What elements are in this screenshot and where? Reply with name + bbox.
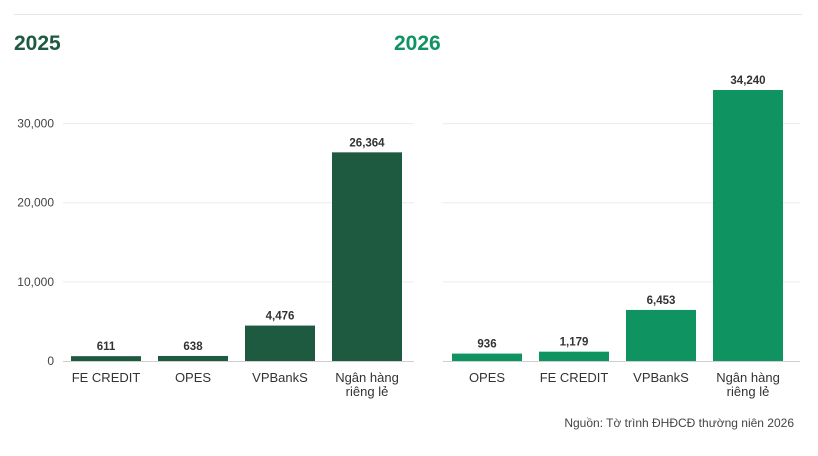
bar: [452, 353, 522, 361]
y-tick-label: 0: [47, 354, 54, 368]
x-tick-label: riêng lẻ: [727, 384, 770, 399]
x-tick-label: Ngân hàng: [335, 370, 399, 385]
data-label: 4,476: [266, 311, 295, 323]
bar: [713, 90, 783, 361]
source-note: Nguồn: Tờ trình ĐHĐCĐ thường niên 2026: [564, 416, 794, 430]
data-label: 26,364: [349, 137, 385, 149]
y-tick-label: 30,000: [17, 117, 54, 131]
bar: [539, 351, 609, 361]
bar: [245, 325, 315, 361]
bar: [71, 356, 141, 361]
chart-title-2026: 2026: [394, 32, 441, 55]
x-tick-label: riêng lẻ: [346, 384, 389, 399]
x-tick-label: OPES: [175, 370, 211, 385]
x-tick-label: FE CREDIT: [72, 370, 141, 385]
y-tick-label: 20,000: [17, 196, 54, 210]
data-label: 6,453: [647, 295, 676, 307]
data-label: 34,240: [730, 75, 765, 87]
data-label: 638: [183, 341, 203, 353]
y-tick-label: 10,000: [17, 275, 54, 289]
top-rule: [14, 14, 802, 15]
bar: [332, 152, 402, 361]
bar: [626, 309, 696, 361]
x-tick-label: FE CREDIT: [540, 370, 609, 385]
x-tick-label: Ngân hàng: [716, 370, 780, 385]
x-tick-label: VPBankS: [252, 370, 308, 385]
data-label: 936: [477, 339, 496, 351]
data-label: 1,179: [560, 337, 589, 349]
bar: [158, 355, 228, 361]
x-tick-label: VPBankS: [633, 370, 689, 385]
data-label: 611: [97, 341, 116, 353]
x-tick-label: OPES: [469, 370, 505, 385]
chart-title-2025: 2025: [14, 32, 61, 55]
